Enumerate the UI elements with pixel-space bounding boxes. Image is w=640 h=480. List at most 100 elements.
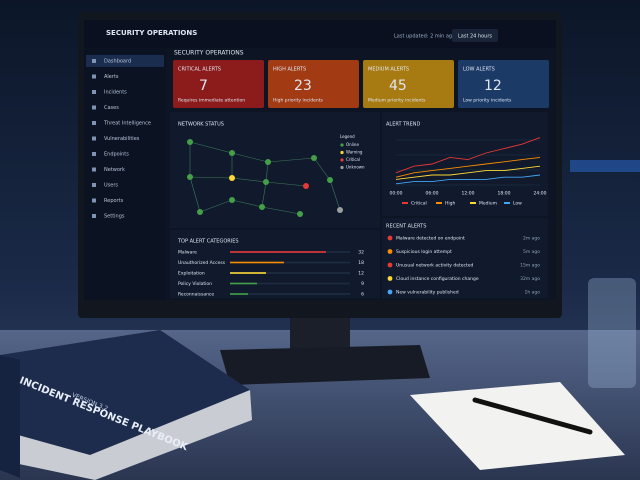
card-value: 23 xyxy=(294,78,312,94)
alert-icon xyxy=(387,235,393,241)
legend-item: High xyxy=(445,201,455,207)
alert-text[interactable]: Cloud instance configuration change xyxy=(396,276,479,282)
nav-item[interactable]: Settings xyxy=(104,214,125,220)
panel-title: NETWORK STATUS xyxy=(178,122,224,128)
recent-panel xyxy=(382,218,548,298)
alert-icon xyxy=(387,249,393,254)
alert-text[interactable]: New vulnerability published xyxy=(396,290,459,296)
category-value: 6 xyxy=(361,292,364,298)
card-note: Requires immediate attention xyxy=(178,98,245,104)
last-updated: Last updated: 2 min ago xyxy=(394,34,455,40)
legend-dot xyxy=(340,143,344,147)
legend-dot xyxy=(340,150,344,155)
category-value: 9 xyxy=(361,281,364,287)
alert-text[interactable]: Malware detected on endpoint xyxy=(396,236,465,242)
alert-icon xyxy=(387,289,393,295)
category-name: Exploitation xyxy=(178,271,205,277)
panel-title: ALERT TREND xyxy=(386,122,421,128)
nav-item[interactable]: Threat Intelligence xyxy=(103,121,151,127)
legend-item: Critical xyxy=(411,201,427,207)
nav-item[interactable]: Cases xyxy=(104,105,119,111)
alert-text[interactable]: Suspicious login attempt xyxy=(396,249,452,255)
categories-panel xyxy=(170,230,380,298)
network-panel xyxy=(170,112,380,228)
category-name: Malware xyxy=(178,250,197,256)
legend-item: Online xyxy=(346,142,359,147)
monitor-base xyxy=(220,345,430,385)
range-label[interactable]: Last 24 hours xyxy=(458,34,492,40)
network-node xyxy=(187,139,193,145)
nav-item[interactable]: Vulnerabilities xyxy=(104,136,140,142)
nav-item[interactable]: Network xyxy=(104,167,125,173)
category-value: 18 xyxy=(358,260,364,266)
sidebar xyxy=(84,48,166,300)
network-node xyxy=(187,174,193,180)
nav-active xyxy=(86,55,164,67)
legend-item: Medium xyxy=(479,201,497,207)
legend-dot xyxy=(340,165,344,170)
nav-icon xyxy=(92,136,96,141)
panel-title: RECENT ALERTS xyxy=(386,224,426,230)
category-bar xyxy=(230,261,284,264)
network-node xyxy=(297,211,303,217)
nav-item[interactable]: Users xyxy=(104,183,118,189)
category-bar xyxy=(230,272,266,274)
legend-title: Legend xyxy=(340,134,355,139)
category-value: 32 xyxy=(358,250,364,256)
network-graph xyxy=(189,141,341,215)
range-select[interactable] xyxy=(452,29,498,42)
nav-item[interactable]: Endpoints xyxy=(104,152,129,158)
network-node xyxy=(265,159,271,165)
nav-icon xyxy=(92,90,96,94)
network-node xyxy=(229,150,235,156)
trend-panel xyxy=(382,112,548,216)
alert-icon xyxy=(387,276,393,281)
trend-x-label: 24:00 xyxy=(534,191,547,197)
network-node xyxy=(303,183,309,189)
card-value: 12 xyxy=(484,78,502,94)
alert-card xyxy=(268,60,359,108)
nav-icon xyxy=(92,198,96,203)
trend-x-label: 06:00 xyxy=(426,191,439,197)
card-label: LOW ALERTS xyxy=(463,67,495,73)
nav-icon xyxy=(92,214,96,218)
alert-time: 15m ago xyxy=(520,263,540,269)
alert-icon xyxy=(387,262,393,268)
trend-line xyxy=(395,174,541,185)
network-node xyxy=(337,207,343,213)
nav-icon xyxy=(92,121,96,125)
nav-item[interactable]: Incidents xyxy=(104,90,127,96)
alert-time: 1h ago xyxy=(524,290,540,296)
trend-x-label: 12:00 xyxy=(462,191,475,197)
alert-card xyxy=(363,60,454,108)
legend-swatch xyxy=(504,202,510,204)
category-track xyxy=(230,282,350,285)
nav-item[interactable]: Dashboard xyxy=(104,59,131,65)
alert-time: 5m ago xyxy=(523,249,540,255)
card-label: MEDIUM ALERTS xyxy=(368,67,409,73)
category-track xyxy=(230,261,350,264)
nav-item[interactable]: Reports xyxy=(104,198,124,204)
legend-item: Critical xyxy=(346,157,360,162)
legend-dot xyxy=(340,158,344,162)
network-node xyxy=(229,197,235,203)
alert-text[interactable]: Unusual network activity detected xyxy=(396,263,474,269)
binder: INCIDENT RESPONSE PLAYBOOK VERSION 3.2 xyxy=(0,330,252,480)
glass xyxy=(588,278,636,388)
category-name: Unauthorized Access xyxy=(178,260,226,266)
category-track xyxy=(230,272,350,274)
notebook xyxy=(410,382,625,470)
category-name: Reconnaissance xyxy=(178,292,214,298)
category-bar xyxy=(230,251,326,253)
category-name: Policy Violation xyxy=(178,281,212,287)
trend-line xyxy=(395,156,541,178)
alert-time: 2m ago xyxy=(523,236,540,242)
legend-swatch xyxy=(402,202,408,204)
nav-item[interactable]: Alerts xyxy=(104,74,119,80)
card-note: High priority incidents xyxy=(273,98,324,104)
network-node xyxy=(197,209,203,215)
pen xyxy=(472,397,593,435)
network-node xyxy=(327,177,333,183)
